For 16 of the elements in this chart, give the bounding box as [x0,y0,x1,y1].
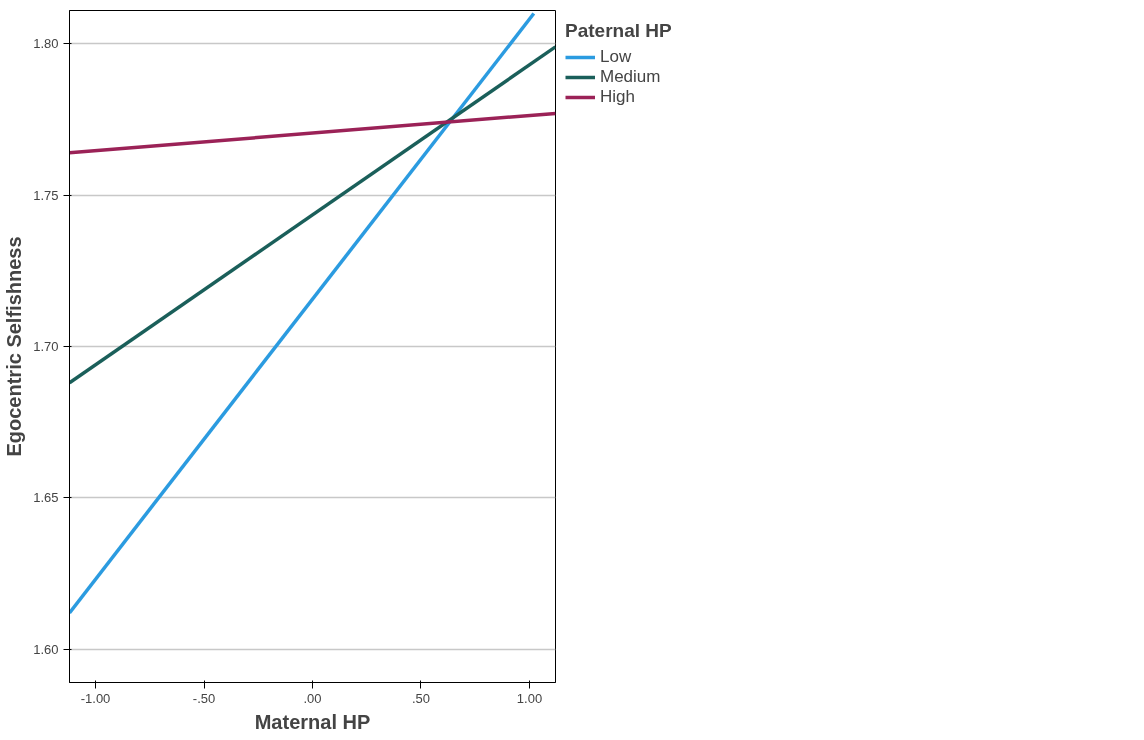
legend-label: High [600,87,635,107]
x-tick-label: -.50 [192,690,216,706]
x-axis-title: Maternal HP [254,710,371,733]
x-tick-label: 1.00 [516,690,543,706]
y-tick-label: 1.80 [33,36,59,52]
y-tick-label: 1.75 [33,187,59,203]
x-tick-label: .00 [303,690,322,706]
legend-title: Paternal HP [565,20,672,42]
y-tick-label: 1.70 [33,339,59,354]
x-tick-label: -1.00 [80,690,111,706]
y-tick-label: 1.60 [33,641,59,657]
y-axis-title: Egocentric Selfishness [3,236,26,457]
legend-label: Low [600,47,632,67]
legend-label: Medium [600,67,661,87]
x-tick-label: .50 [411,690,431,706]
y-tick-label: 1.65 [33,490,59,506]
